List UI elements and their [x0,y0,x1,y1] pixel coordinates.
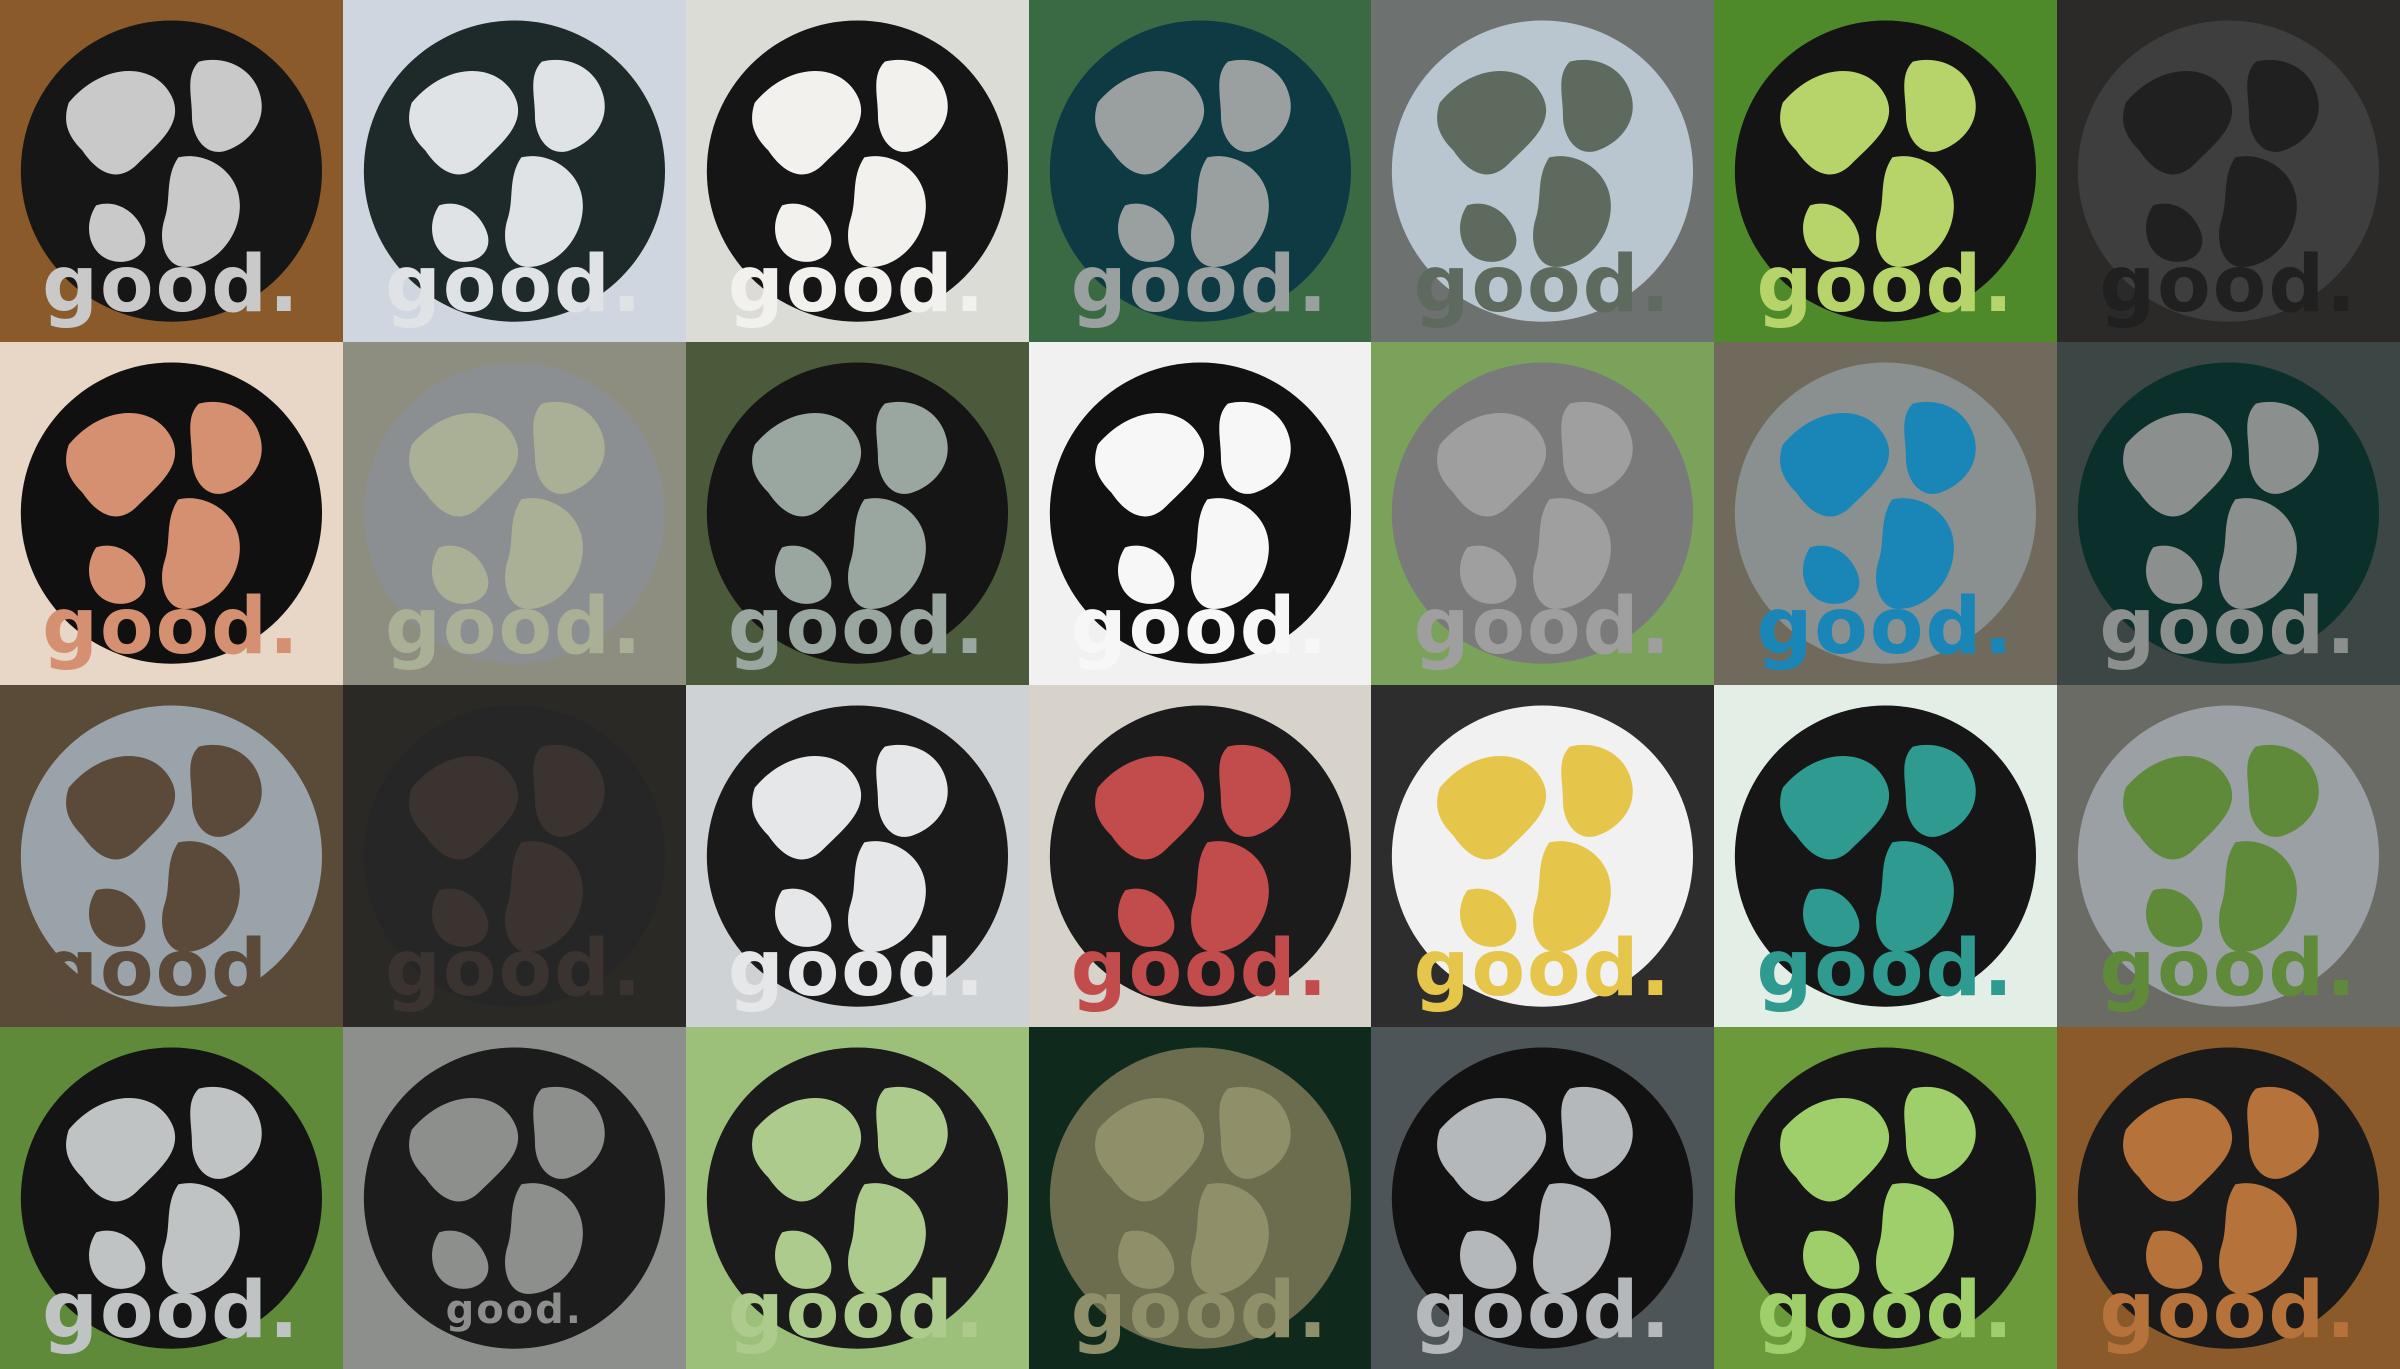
mosaic-tile: good. [1371,1026,1715,1369]
mosaic-tile: good. [1028,342,1372,685]
globe-cutout-icon [706,362,1008,664]
mosaic-tile: good. [0,1026,343,1369]
mosaic-tile: good. [1028,0,1372,343]
mosaic-tile: good. [0,342,343,685]
globe-cutout-icon [1392,1047,1694,1349]
globe-cutout-icon [363,705,665,1007]
mosaic-tile: good. [1714,684,2058,1027]
globe-cutout-icon [1735,705,2037,1007]
mosaic-tile: good. [342,1026,686,1369]
mosaic-tile: good. [342,342,686,685]
globe-cutout-icon [363,20,665,322]
mosaic-tile: good. [0,684,343,1027]
globe-cutout-icon [20,362,323,664]
globe-cutout-icon [706,705,1008,1007]
mosaic-tile: good. [1371,684,1715,1027]
globe-cutout-icon [2077,1047,2380,1349]
mosaic-tile: good. [1028,1026,1372,1369]
mosaic-tile: good. [685,0,1029,343]
globe-cutout-icon [2077,20,2380,322]
globe-cutout-icon [363,1047,665,1349]
mosaic-tile: good. [685,684,1029,1027]
globe-cutout-icon [1049,1047,1351,1349]
globe-cutout-icon [1049,362,1351,664]
globe-cutout-icon [706,1047,1008,1349]
mosaic-tile: good. [685,1026,1029,1369]
mosaic-tile: good. [1714,0,2058,343]
globe-cutout-icon [1735,1047,2037,1349]
mosaic-tile: good. [1371,0,1715,343]
globe-cutout-icon [1392,362,1694,664]
mosaic-tile: good. [1028,684,1372,1027]
globe-cutout-icon [1392,705,1694,1007]
globe-cutout-icon [363,362,665,664]
globe-cutout-icon [1049,705,1351,1007]
mosaic-tile: good. [2057,342,2400,685]
mosaic-tile: good. [1714,1026,2058,1369]
mosaic-tile: good. [2057,684,2400,1027]
mosaic-tile: good. [2057,0,2400,343]
globe-cutout-icon [1392,20,1694,322]
mosaic-tile: good. [0,0,343,343]
globe-cutout-icon [1735,20,2037,322]
globe-cutout-icon [2077,362,2380,664]
globe-cutout-icon [1735,362,2037,664]
globe-cutout-icon [20,20,323,322]
mosaic-tile: good. [342,684,686,1027]
mosaic-tile: good. [1714,342,2058,685]
globe-cutout-icon [20,705,323,1007]
globe-cutout-icon [20,1047,323,1349]
mosaic-tile: good. [2057,1026,2400,1369]
globe-cutout-icon [706,20,1008,322]
mosaic-tile: good. [342,0,686,343]
mosaic-tile: good. [1371,342,1715,685]
globe-cutout-icon [1049,20,1351,322]
globe-cutout-icon [2077,705,2380,1007]
mosaic-tile: good. [685,342,1029,685]
